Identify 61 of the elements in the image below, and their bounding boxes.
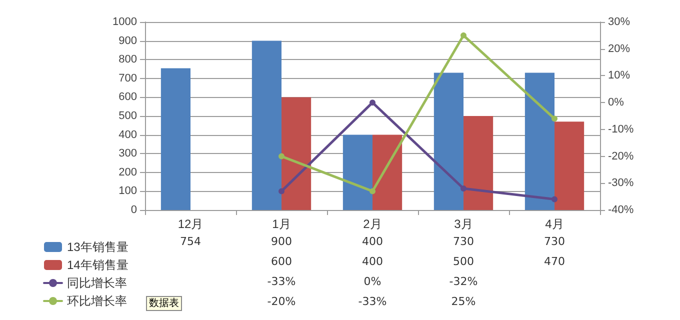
legend-label: 14年销售量 (67, 258, 128, 272)
y-tick-label: 200 (118, 166, 137, 178)
data-label: 470 (543, 254, 566, 270)
data-label: 900 (270, 234, 293, 250)
y-tick-label: 500 (118, 110, 137, 122)
y2-tick-label: 20% (608, 42, 630, 55)
x-tick-label: 3月 (454, 217, 473, 231)
data-label: 400 (361, 254, 384, 270)
data-label: 730 (543, 234, 566, 250)
y2-tick-label: -30% (608, 177, 634, 190)
bar (524, 72, 554, 210)
point (460, 186, 466, 192)
y-tick-label: 300 (118, 148, 137, 160)
point (370, 100, 376, 106)
point (552, 196, 558, 202)
legend-label: 同比增长率 (67, 276, 127, 290)
point (278, 153, 284, 160)
y2-tick-label: 30% (608, 16, 630, 28)
data-label: -33% (357, 294, 388, 310)
data-label: -20% (266, 294, 297, 310)
point (460, 32, 466, 38)
y-tick-label: 1000 (112, 16, 137, 28)
point (278, 188, 284, 194)
data-label: 500 (452, 254, 475, 270)
point (370, 188, 376, 194)
bar (342, 134, 372, 210)
bar (554, 122, 584, 210)
y-tick-label: 900 (118, 34, 137, 47)
y-tick-label: 800 (118, 54, 137, 66)
bar (372, 134, 402, 210)
y2-tick-label: -20% (608, 150, 634, 162)
data-label: 0% (362, 274, 382, 290)
x-tick-label: 4月 (545, 217, 564, 231)
bar (252, 40, 282, 210)
y-tick-label: 600 (118, 91, 137, 104)
data-label: 730 (452, 234, 475, 250)
y2-tick-label: 0% (608, 96, 624, 109)
data-label: 25% (450, 294, 477, 310)
data-label: -33% (266, 274, 297, 290)
bar (464, 116, 494, 210)
x-tick-label: 1月 (272, 217, 291, 231)
bar (434, 72, 464, 210)
bar (282, 97, 312, 210)
y2-tick-label: -10% (608, 123, 634, 136)
data-label: 600 (270, 254, 293, 270)
y2-tick-label: 10% (608, 70, 630, 82)
legend-label: 环比增长率 (67, 294, 127, 308)
x-tick-label: 12月 (178, 217, 204, 231)
bar (160, 68, 190, 210)
y2-tick-label: -40% (608, 204, 634, 216)
x-tick-label: 2月 (363, 217, 382, 231)
y-tick-label: 0 (130, 204, 137, 216)
point (552, 116, 558, 122)
y-tick-label: 700 (118, 72, 137, 84)
data-label: -32% (448, 274, 479, 290)
legend-label: 13年销售量 (67, 240, 128, 254)
text: 数据表 (146, 296, 182, 311)
data-label: 400 (361, 234, 384, 250)
y-tick-label: 400 (118, 128, 137, 141)
y-tick-label: 100 (118, 185, 137, 198)
data-label: 754 (179, 234, 202, 250)
